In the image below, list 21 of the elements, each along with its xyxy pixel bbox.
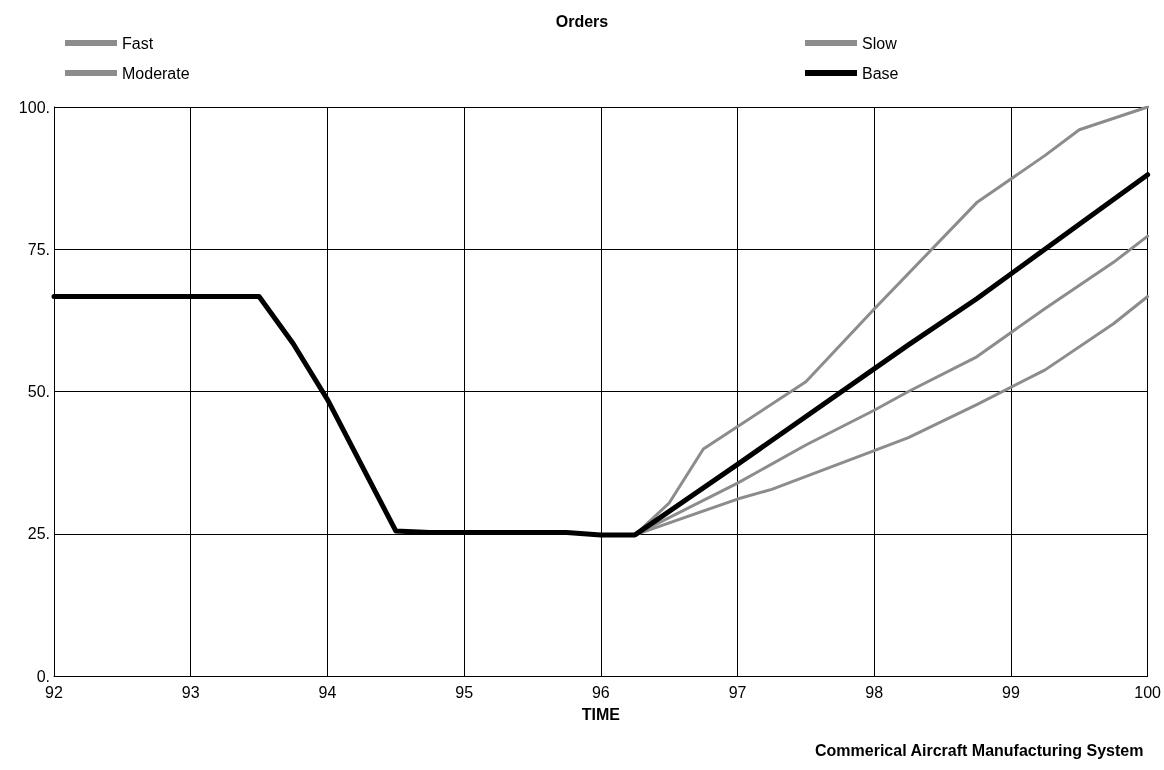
legend-label: Slow — [862, 34, 898, 52]
x-tick-label: 96 — [591, 683, 610, 701]
y-tick-label: 50. — [27, 383, 50, 400]
x-tick-label: 93 — [181, 683, 200, 701]
x-tick-label: 94 — [318, 683, 337, 701]
chart-title: Orders — [555, 12, 609, 30]
legend-label: Base — [862, 64, 899, 82]
x-tick-label: 98 — [865, 683, 884, 701]
y-tick-label: 25. — [27, 525, 50, 543]
legend-label: Moderate — [122, 64, 190, 82]
x-tick-label: 99 — [1002, 683, 1020, 701]
text: Commerical Aircraft Manufacturing System — [815, 741, 1144, 759]
x-axis-title: TIME — [581, 705, 621, 723]
x-tick-label: 100 — [1134, 683, 1162, 701]
x-tick-label: 95 — [455, 683, 474, 701]
y-tick-label: 75. — [27, 240, 50, 258]
x-tick-label: 92 — [45, 683, 63, 701]
legend-label: Fast — [122, 34, 154, 52]
y-tick-label: 100. — [18, 98, 50, 116]
y-tick-label: 0. — [36, 667, 50, 685]
x-tick-label: 97 — [728, 683, 747, 701]
